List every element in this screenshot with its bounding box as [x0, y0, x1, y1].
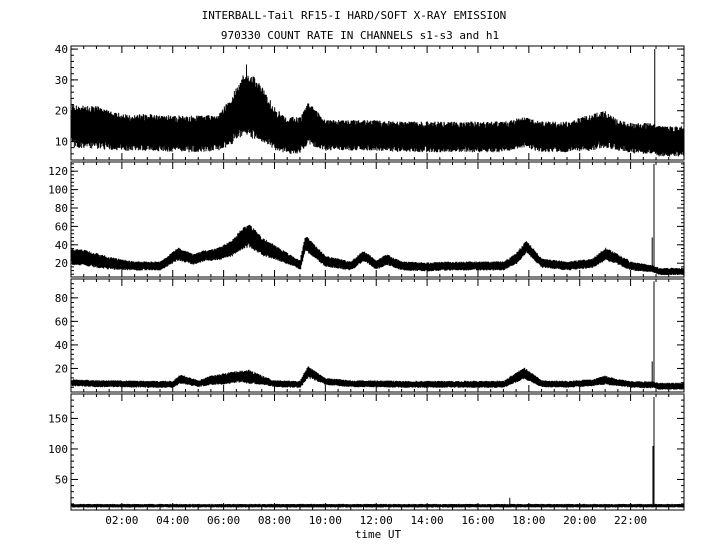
y-tick-label: 120	[48, 165, 68, 178]
y-tick-label: 10	[55, 136, 68, 149]
x-tick-label: 18:00	[512, 514, 545, 527]
y-tick-label: 80	[55, 202, 68, 215]
x-tick-label: 16:00	[461, 514, 494, 527]
series-trace	[71, 224, 685, 276]
y-tick-label: 20	[55, 105, 68, 118]
series-trace	[71, 75, 685, 157]
x-tick-label: 22:00	[614, 514, 647, 527]
chart-subtitle: 970330 COUNT RATE IN CHANNELS s1-s3 and …	[221, 29, 499, 42]
y-tick-label: 80	[55, 292, 68, 305]
y-tick-label: 100	[48, 184, 68, 197]
x-tick-label: 12:00	[360, 514, 393, 527]
y-tick-label: 40	[55, 339, 68, 352]
series-trace	[71, 503, 685, 508]
x-tick-label: 02:00	[105, 514, 138, 527]
y-tick-label: 60	[55, 315, 68, 328]
chart-title: INTERBALL-Tail RF15-I HARD/SOFT X-RAY EM…	[202, 9, 507, 22]
y-tick-label: 40	[55, 43, 68, 56]
x-tick-label: 14:00	[411, 514, 444, 527]
panels-group: 10 20 30 40 20 40 60 80 100 120 20 40 60 80 50 100 150 02…	[48, 43, 685, 527]
panel-2: 20 40 60 80 100 120	[48, 161, 685, 278]
panel-frame	[70, 393, 685, 511]
x-axis-label: time UT	[355, 528, 402, 541]
y-tick-label: 30	[55, 74, 68, 87]
y-tick-label: 60	[55, 220, 68, 233]
panel-3: 20 40 60 80	[55, 278, 685, 393]
y-tick-label: 20	[55, 257, 68, 270]
panel-frame	[70, 45, 685, 161]
x-tick-label: 08:00	[258, 514, 291, 527]
y-tick-label: 20	[55, 362, 68, 375]
panel-1: 10 20 30 40	[55, 43, 685, 161]
x-tick-label: 06:00	[207, 514, 240, 527]
panel-frame	[70, 278, 685, 393]
series-trace	[71, 366, 685, 390]
x-tick-label: 20:00	[563, 514, 596, 527]
y-tick-label: 150	[48, 412, 68, 425]
x-tick-label: 10:00	[309, 514, 342, 527]
y-tick-label: 100	[48, 443, 68, 456]
x-tick-label: 04:00	[156, 514, 189, 527]
y-tick-label: 40	[55, 239, 68, 252]
y-tick-label: 50	[55, 473, 68, 486]
panel-4: 50 100 150 02:00 04:00 06:00 08:00 10:00 12:00 14…	[48, 393, 685, 527]
